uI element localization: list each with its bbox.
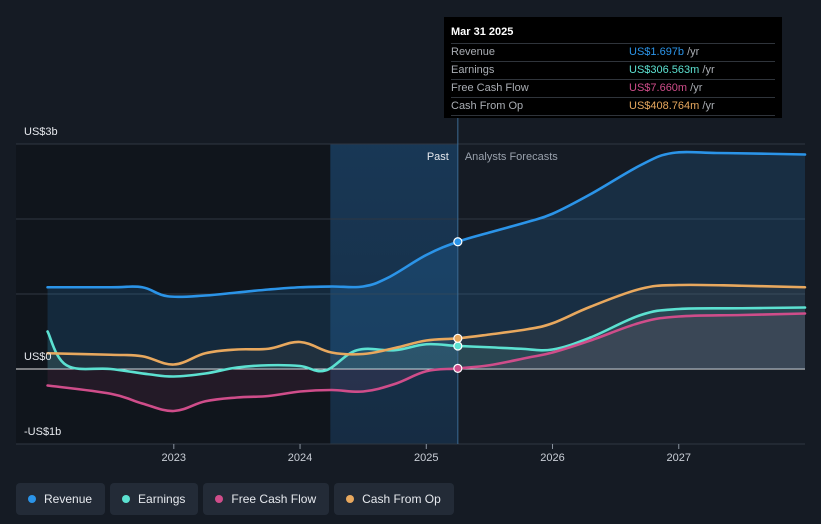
marker-free-cash-flow (453, 363, 463, 373)
legend-item-cash-from-op[interactable]: Cash From Op (334, 483, 454, 515)
forecast-label: Analysts Forecasts (465, 151, 558, 163)
tooltip-value: US$7.660m (629, 82, 688, 94)
tooltip-label: Earnings (451, 64, 495, 76)
tooltip-date: Mar 31 2025 (451, 26, 514, 38)
area-free-cash-flow (47, 313, 806, 412)
tooltip-row-earnings: Earnings US$306.563m /yr (451, 61, 775, 79)
tooltip: Mar 31 2025 Revenue US$1.697b /yr Earnin… (444, 17, 782, 118)
x-tick-label: 2026 (540, 452, 564, 464)
tooltip-unit: /yr (702, 64, 715, 76)
tooltip-value: US$1.697b (629, 46, 685, 58)
legend-dot-icon (28, 495, 36, 503)
area-earnings (47, 307, 806, 377)
y-tick-label: US$0 (24, 351, 52, 363)
series-line-earnings (46, 306, 807, 378)
marker-cash-from-op (453, 333, 463, 343)
x-tick-label: 2027 (667, 452, 691, 464)
tooltip-value: US$408.764m (629, 100, 700, 112)
y-tick-label: -US$1b (24, 426, 61, 438)
area-cash-from-op (47, 284, 806, 369)
legend-label: Earnings (138, 492, 186, 506)
legend-label: Free Cash Flow (231, 492, 317, 506)
y-tick-label: US$3b (24, 126, 58, 138)
tooltip-label: Free Cash Flow (451, 82, 529, 94)
past-label: Past (427, 151, 449, 163)
tooltip-label: Cash From Op (451, 100, 524, 112)
series-line-revenue (46, 150, 807, 299)
tooltip-row-cash-from-op: Cash From Op US$408.764m /yr (451, 97, 775, 116)
tooltip-row-free-cash-flow: Free Cash Flow US$7.660m /yr (451, 79, 775, 97)
marker-earnings (453, 341, 463, 351)
area-revenue (47, 152, 806, 369)
x-tick-label: 2024 (288, 452, 312, 464)
tooltip-unit: /yr (690, 82, 703, 94)
legend-dot-icon (122, 495, 131, 503)
legend-item-free-cash-flow[interactable]: Free Cash Flow (203, 483, 330, 515)
tooltip-value: US$306.563m (629, 64, 700, 76)
legend-label: Cash From Op (362, 492, 441, 506)
legend-item-revenue[interactable]: Revenue (16, 483, 106, 515)
legend-label: Revenue (44, 492, 93, 506)
marker-revenue (453, 237, 463, 247)
tooltip-row-revenue: Revenue US$1.697b /yr (451, 43, 775, 61)
tooltip-unit: /yr (702, 100, 715, 112)
legend-dot-icon (215, 495, 224, 503)
series-line-cash-from-op (46, 283, 807, 366)
tooltip-label: Revenue (451, 46, 496, 58)
legend-item-earnings[interactable]: Earnings (110, 483, 199, 515)
tooltip-unit: /yr (687, 46, 700, 58)
legend: Revenue Earnings Free Cash Flow Cash Fro… (16, 483, 454, 515)
legend-dot-icon (346, 495, 355, 503)
series-line-free-cash-flow (46, 312, 807, 413)
x-tick-label: 2023 (162, 452, 186, 464)
x-tick-label: 2025 (414, 452, 438, 464)
